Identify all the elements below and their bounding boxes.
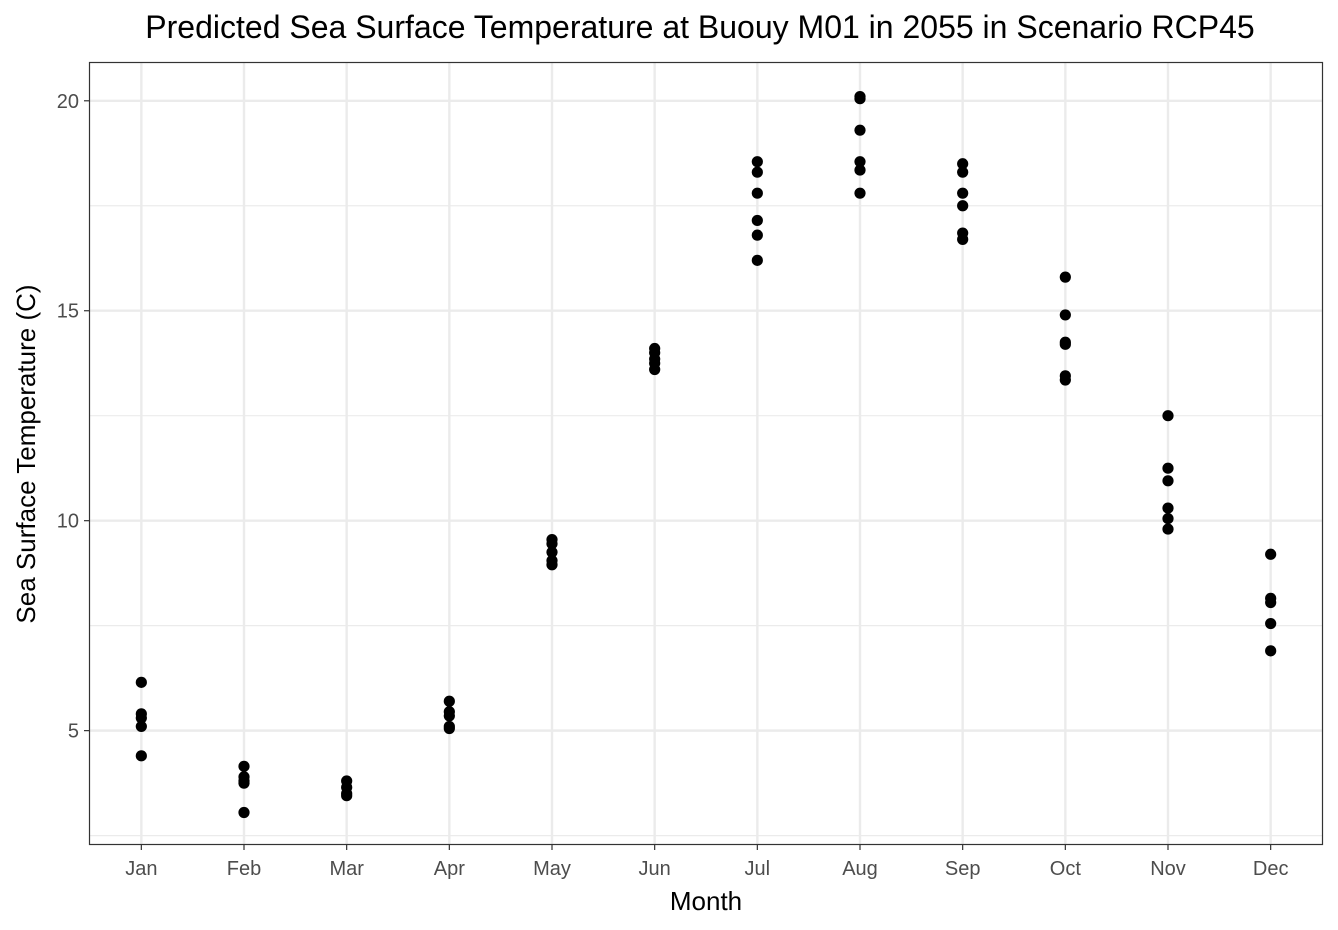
data-point (238, 777, 250, 789)
data-point (854, 164, 866, 176)
data-point (957, 233, 969, 245)
data-point (1265, 596, 1277, 609)
data-point (1162, 475, 1174, 487)
data-point (546, 538, 558, 550)
data-point (443, 710, 455, 722)
y-tick-label: 15 (57, 301, 79, 323)
data-point (238, 806, 250, 819)
data-point (957, 187, 969, 199)
x-tick-label: Aug (842, 858, 878, 880)
data-point (1059, 374, 1071, 386)
x-axis-title: Month (670, 886, 742, 916)
y-axis-title: Sea Surface Temperature (C) (11, 284, 41, 623)
grid-lines (90, 63, 1322, 844)
data-point (751, 229, 763, 241)
x-tick-label: Mar (329, 858, 364, 880)
x-tick-label: Feb (227, 858, 261, 880)
data-point (238, 760, 250, 772)
x-tick-label: Nov (1150, 858, 1186, 880)
data-point (135, 676, 147, 688)
data-point (135, 720, 147, 733)
data-point (341, 790, 353, 802)
data-point (957, 166, 969, 178)
chart-title: Predicted Sea Surface Temperature at Buo… (145, 9, 1254, 45)
data-point (751, 214, 763, 227)
data-point (1265, 617, 1277, 630)
data-point (854, 93, 866, 105)
data-point (854, 124, 866, 136)
x-axis: Jan Feb Mar Apr May Jun Jul Aug Sep Oct Nov Dec (125, 844, 1288, 880)
data-point (751, 156, 763, 168)
y-tick-label: 20 (57, 91, 79, 113)
data-point (649, 363, 661, 376)
y-tick-label: 10 (57, 511, 79, 533)
x-tick-label: Apr (434, 858, 465, 880)
x-tick-label: Sep (945, 858, 981, 880)
y-tick-label: 5 (68, 721, 79, 743)
y-axis: 5 10 15 20 (57, 91, 90, 743)
data-point (1059, 271, 1071, 283)
data-point (1265, 548, 1277, 560)
x-tick-label: Jun (639, 858, 671, 880)
data-point (135, 750, 147, 762)
data-point (957, 200, 969, 212)
data-point (546, 546, 558, 558)
data-point (1162, 512, 1174, 525)
data-points (135, 90, 1277, 819)
x-tick-label: Oct (1050, 858, 1082, 880)
data-point (751, 166, 763, 178)
data-point (751, 187, 763, 199)
data-point (443, 722, 455, 735)
x-tick-label: Jan (125, 858, 157, 880)
data-point (1162, 410, 1174, 422)
data-point (854, 156, 866, 168)
data-point (1059, 338, 1071, 350)
data-point (854, 187, 866, 199)
data-point (1265, 645, 1277, 657)
data-point (957, 158, 969, 170)
data-point (1162, 502, 1174, 514)
x-tick-label: Dec (1253, 858, 1289, 880)
data-point (443, 695, 455, 707)
panel-border (88, 61, 1324, 846)
data-point (751, 254, 763, 266)
data-point (1162, 523, 1174, 535)
data-point (1162, 462, 1174, 474)
data-point (1059, 309, 1071, 321)
data-point (135, 712, 147, 724)
x-tick-label: Jul (745, 858, 771, 880)
x-tick-label: May (533, 858, 571, 880)
data-point (546, 559, 558, 571)
